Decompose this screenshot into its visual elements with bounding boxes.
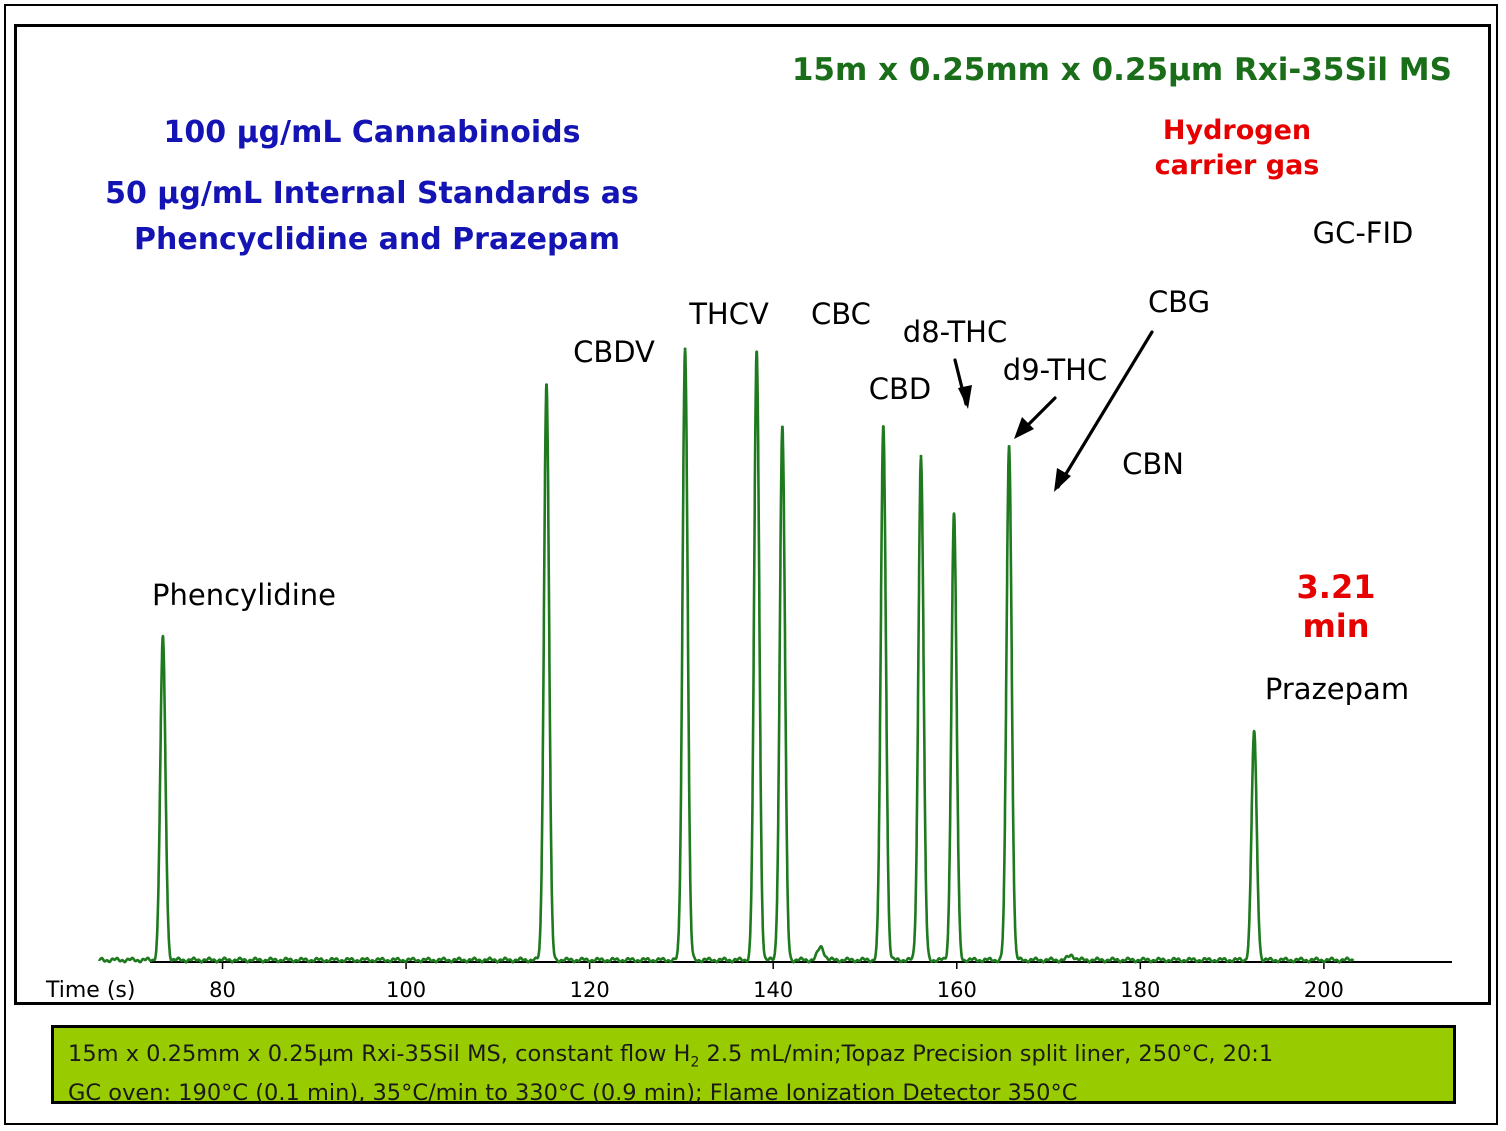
x-axis: 80 100 120 140 160 180 200 — [150, 961, 1452, 1002]
x-tick-label: 140 — [753, 978, 793, 1002]
peak-apex-d8-thc — [881, 425, 885, 429]
x-tick-label: 100 — [386, 978, 426, 1002]
peak-label-cbc: CBC — [811, 297, 871, 331]
arrow-cbg — [1056, 330, 1154, 489]
peak-label-cbn: CBN — [1122, 447, 1184, 481]
runtime-unit: min — [1302, 607, 1369, 645]
peak-apex-thcv — [683, 347, 687, 351]
x-tick-label: 200 — [1304, 978, 1344, 1002]
peak-label-phencylidine: Phencylidine — [152, 578, 336, 612]
caption-line-2: GC oven: 190°C (0.1 min), 35°C/min to 33… — [68, 1079, 1078, 1106]
x-tick-label: 120 — [570, 978, 610, 1002]
arrowhead-d9-thc — [1014, 417, 1034, 439]
x-tick-label: 160 — [937, 978, 977, 1002]
sample-line-3: Phencyclidine and Prazepam — [134, 222, 620, 257]
peak-apex-prazepam — [1252, 731, 1256, 734]
carrier-line-1: Hydrogen — [1163, 115, 1311, 146]
chromatogram-trace — [97, 349, 1355, 964]
carrier-line-2: carrier gas — [1155, 150, 1320, 181]
detector-label: GC-FID — [1313, 216, 1414, 250]
peak-apex-d9-thc — [919, 454, 923, 458]
sample-line-2: 50 µg/mL Internal Standards as — [105, 176, 639, 211]
peak-label-prazepam: Prazepam — [1265, 672, 1409, 706]
slide-border — [4, 4, 1498, 1125]
peak-apex-cbc — [755, 350, 759, 354]
x-tick-label: 180 — [1120, 978, 1160, 1002]
peak-label-cbg: CBG — [1148, 285, 1210, 319]
method-caption: 15m x 0.25mm x 0.25µm Rxi-35Sil MS, cons… — [51, 1025, 1456, 1106]
peak-apex-phencylidine — [161, 636, 165, 640]
x-tick-label: 80 — [209, 978, 236, 1002]
peak-label-cbd: CBD — [869, 372, 931, 406]
peak-apex-cbdv — [545, 383, 549, 387]
peak-markers — [161, 347, 1256, 734]
arrowhead-d8-thc — [958, 385, 972, 409]
peak-apex-cbn — [1007, 445, 1011, 448]
runtime-value: 3.21 — [1297, 568, 1376, 606]
sample-line-1: 100 µg/mL Cannabinoids — [164, 115, 581, 150]
peak-label-thcv: THCV — [688, 297, 769, 331]
peak-label-cbdv: CBDV — [573, 335, 655, 369]
peak-label-d8-thc: d8-THC — [903, 315, 1007, 349]
peak-apex-cbg — [952, 513, 956, 517]
arrowhead-cbg — [1054, 468, 1071, 492]
x-axis-label: Time (s) — [45, 978, 135, 1003]
caption-line-1: 15m x 0.25mm x 0.25µm Rxi-35Sil MS, cons… — [68, 1041, 1274, 1071]
peak-apex-cbd — [780, 425, 784, 429]
peak-label-d9-thc: d9-THC — [1003, 353, 1107, 387]
column-title: 15m x 0.25mm x 0.25µm Rxi-35Sil MS — [792, 52, 1452, 88]
